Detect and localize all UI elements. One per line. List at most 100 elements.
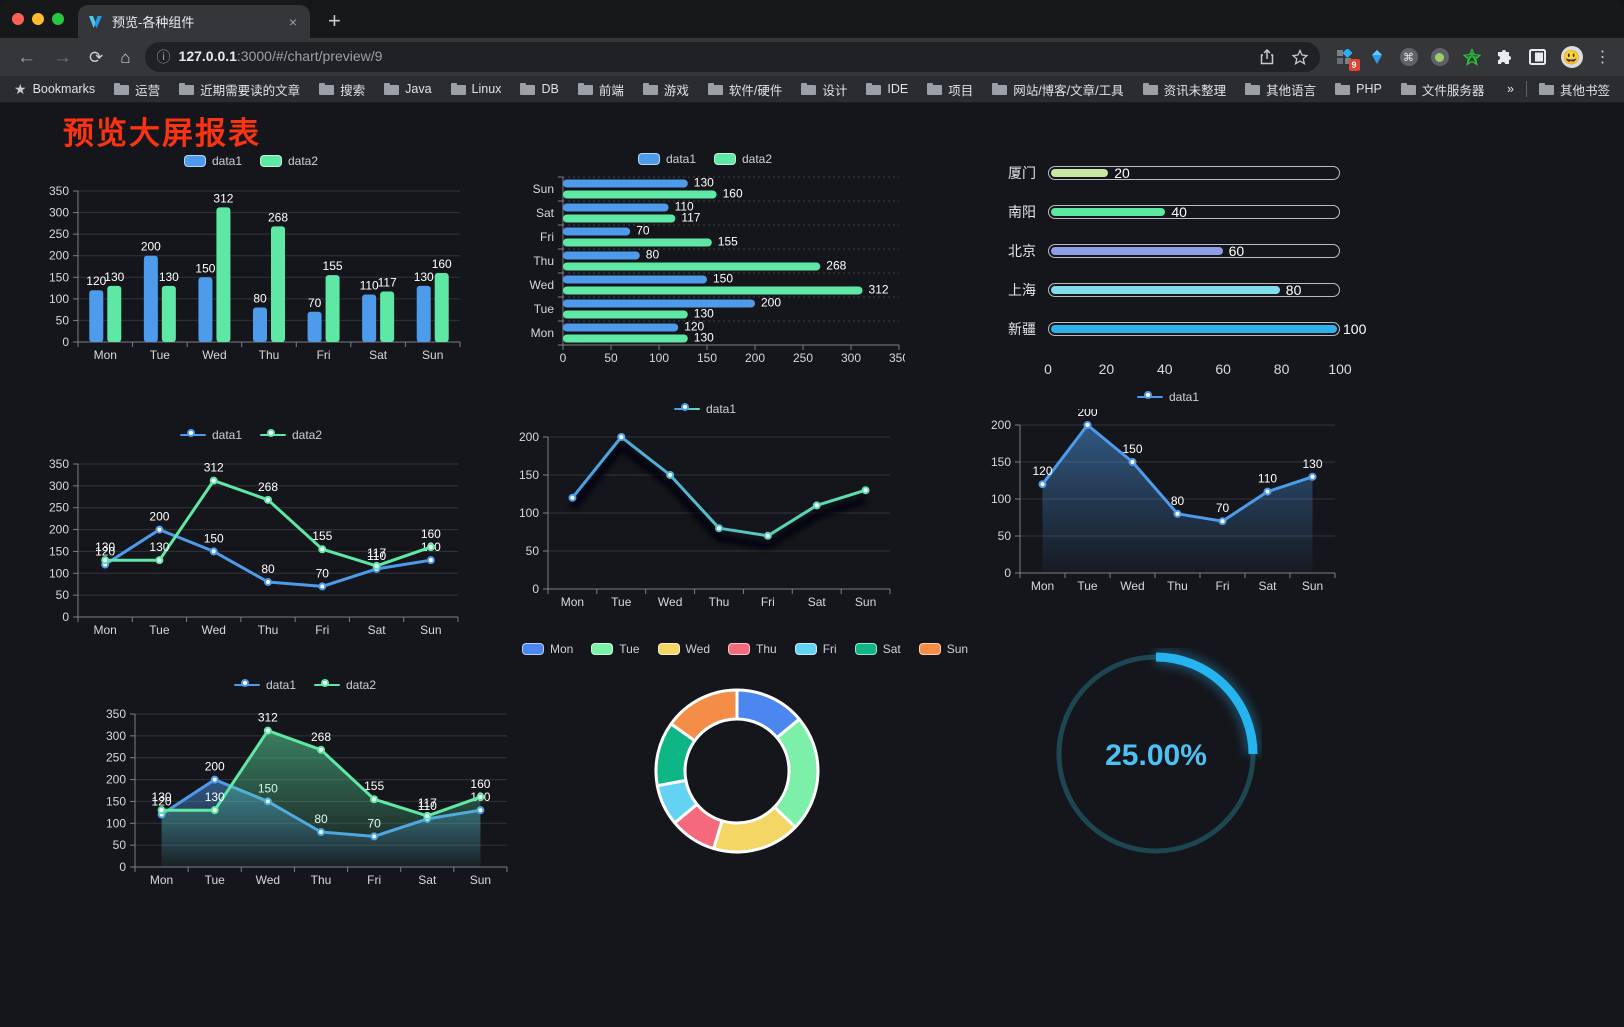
bookmark-folder[interactable]: 资讯未整理 xyxy=(1142,80,1226,99)
folder-icon xyxy=(450,83,466,95)
profile-avatar[interactable]: 😃 xyxy=(1560,46,1583,68)
legend-item[interactable]: Sat xyxy=(854,642,901,656)
chart-legend: data1 xyxy=(505,399,905,419)
chart-legend: data1 xyxy=(988,387,1348,407)
svg-text:50: 50 xyxy=(113,838,127,852)
bookmark-folder[interactable]: Java xyxy=(384,80,432,99)
svg-text:50: 50 xyxy=(56,313,70,327)
bookmarks-overflow-chevron[interactable]: » xyxy=(1507,82,1514,96)
legend-item[interactable]: data1 xyxy=(233,678,296,692)
bookmark-folder[interactable]: PHP xyxy=(1335,80,1382,99)
svg-text:117: 117 xyxy=(681,211,700,225)
svg-text:130: 130 xyxy=(149,540,169,554)
traffic-light-zoom-icon[interactable] xyxy=(52,13,64,25)
bookmark-folder[interactable]: 软件/硬件 xyxy=(707,80,782,99)
bookmark-folder[interactable]: 设计 xyxy=(801,80,847,99)
bookmark-folder[interactable]: 近期需要读的文章 xyxy=(179,80,300,99)
svg-text:Wed: Wed xyxy=(256,873,280,887)
svg-text:80: 80 xyxy=(1171,494,1185,508)
legend-item[interactable]: Fri xyxy=(794,642,837,656)
legend-item[interactable]: Tue xyxy=(591,642,640,656)
line-chart-canvas: 0 50 100 150 200 Mon Tue Wed Thu Fri Sat Sun 120 200 1… xyxy=(991,405,1336,593)
legend-item[interactable]: data2 xyxy=(260,154,318,168)
progress-gauge[interactable]: 25.00% xyxy=(1050,648,1262,865)
bookmark-star-icon[interactable] xyxy=(1291,49,1308,65)
bookmark-folder[interactable]: IDE xyxy=(866,80,908,99)
extension-diamond-icon[interactable] xyxy=(1367,47,1387,67)
legend-line-dot xyxy=(1136,391,1163,403)
page-info-icon[interactable]: ⓘ xyxy=(156,49,171,65)
home-icon[interactable]: ⌂ xyxy=(120,47,131,67)
svg-text:117: 117 xyxy=(367,546,386,560)
svg-text:Sat: Sat xyxy=(808,595,827,609)
legend-item[interactable]: data2 xyxy=(314,678,376,692)
progress-row: 厦门 20 xyxy=(992,165,1364,181)
progress-row-label: 厦门 xyxy=(1008,165,1036,181)
bookmark-folder[interactable]: Linux xyxy=(450,80,501,99)
legend-item[interactable]: Thu xyxy=(728,642,777,656)
browser-tab[interactable]: 预览-各种组件 × xyxy=(78,5,310,38)
extension-grid-icon[interactable]: 9 xyxy=(1334,47,1360,71)
gradient-line-chart[interactable]: data1 0 50 100 150 200 Mon Tue Wed Thu Fri Sat Sun xyxy=(505,399,905,618)
extension-star-icon[interactable] xyxy=(1462,47,1482,67)
donut-chart-canvas xyxy=(654,688,820,854)
svg-text:0: 0 xyxy=(1004,566,1011,580)
bookmark-folder[interactable]: 文件服务器 xyxy=(1400,80,1484,99)
folder-icon xyxy=(801,83,817,95)
bar-chart-canvas: 0 50 100 150 200 250 300 350 Mon Tue Wed Thu Fri Sat S… xyxy=(49,184,461,362)
grouped-bar-chart[interactable]: data1 data2 0 50 100 150 200 250 300 350 Mon Tue Wed… xyxy=(36,151,466,370)
legend-swatch xyxy=(657,643,680,655)
sidebar-toggle-icon[interactable] xyxy=(1528,47,1548,67)
legend-item[interactable]: data1 xyxy=(637,152,696,166)
svg-text:120: 120 xyxy=(1032,464,1052,478)
svg-text:130: 130 xyxy=(104,270,124,284)
progress-axis: 0 20 40 60 80 100 xyxy=(1044,361,1352,377)
area-line-chart[interactable]: data1 0 50 100 150 200 Mon Tue Wed Thu Fri Sat Sun 12… xyxy=(988,387,1348,601)
legend-swatch xyxy=(714,153,736,165)
legend-item[interactable]: Mon xyxy=(521,642,573,656)
browser-menu-icon[interactable]: ⋮ xyxy=(1594,49,1612,66)
bookmark-folder[interactable]: 其他语言 xyxy=(1245,80,1316,99)
svg-text:100: 100 xyxy=(49,566,69,580)
legend-item[interactable]: data1 xyxy=(183,154,242,168)
legend-item[interactable]: data2 xyxy=(260,428,322,442)
new-tab-button[interactable]: + xyxy=(328,8,341,33)
bookmarks-manager[interactable]: ★ Bookmarks xyxy=(14,81,95,98)
legend-item[interactable]: data1 xyxy=(1136,390,1199,404)
bookmark-folder[interactable]: 搜索 xyxy=(319,80,365,99)
svg-text:200: 200 xyxy=(49,523,69,537)
legend-item[interactable]: data2 xyxy=(714,152,772,166)
reload-icon[interactable]: ⟳ xyxy=(89,47,104,67)
svg-text:Tue: Tue xyxy=(611,595,632,609)
extension-command-icon[interactable]: ⌘ xyxy=(1399,48,1418,66)
bookmark-folder[interactable]: 前端 xyxy=(577,80,624,99)
back-icon[interactable]: ← xyxy=(17,46,36,68)
traffic-light-close-icon[interactable] xyxy=(12,13,24,25)
legend-item[interactable]: data1 xyxy=(673,402,736,416)
two-series-line-chart[interactable]: data1 data2 0 50 100 150 200 250 300 350 Mon Tue Wed… xyxy=(36,425,466,652)
bookmark-folder[interactable]: 网站/博客/文章/工具 xyxy=(992,80,1124,99)
donut-chart[interactable]: Mon Tue Wed Thu Fri Sat Sun xyxy=(521,639,968,878)
tab-close-icon[interactable]: × xyxy=(288,13,297,30)
bookmark-folder[interactable]: DB xyxy=(520,80,559,99)
traffic-light-minimize-icon[interactable] xyxy=(32,13,44,25)
svg-text:Tue: Tue xyxy=(205,873,226,887)
bookmark-folder[interactable]: 运营 xyxy=(114,80,160,99)
url-bar[interactable]: ⓘ 127.0.0.1:3000/#/chart/preview/9 xyxy=(144,42,1320,72)
extension-recorder-icon[interactable] xyxy=(1430,48,1449,66)
extensions-puzzle-icon[interactable] xyxy=(1495,47,1515,67)
forward-icon[interactable]: → xyxy=(53,46,72,68)
legend-swatch xyxy=(728,643,750,655)
legend-item[interactable]: data1 xyxy=(179,428,242,442)
share-icon[interactable] xyxy=(1260,49,1274,65)
horizontal-bar-chart[interactable]: data1 data2 0 50 100 150 200 250 300 350 Mon Tue Wed… xyxy=(505,149,910,374)
folder-icon xyxy=(642,83,658,95)
svg-text:50: 50 xyxy=(998,529,1012,543)
bookmark-folder[interactable]: 项目 xyxy=(927,80,973,99)
city-progress-bar-chart[interactable]: 厦门 20 南阳 40 北京 60 上海 80 新疆 100 0 20 40 60 80 100 xyxy=(992,158,1366,381)
other-bookmarks[interactable]: 其他书签 xyxy=(1538,80,1610,99)
two-series-area-chart[interactable]: data1 data2 0 50 100 150 200 250 300 350 Mon Tue Wed… xyxy=(95,675,515,902)
legend-item[interactable]: Sun xyxy=(918,642,968,656)
legend-item[interactable]: Wed xyxy=(657,642,710,656)
bookmark-folder[interactable]: 游戏 xyxy=(642,80,689,99)
